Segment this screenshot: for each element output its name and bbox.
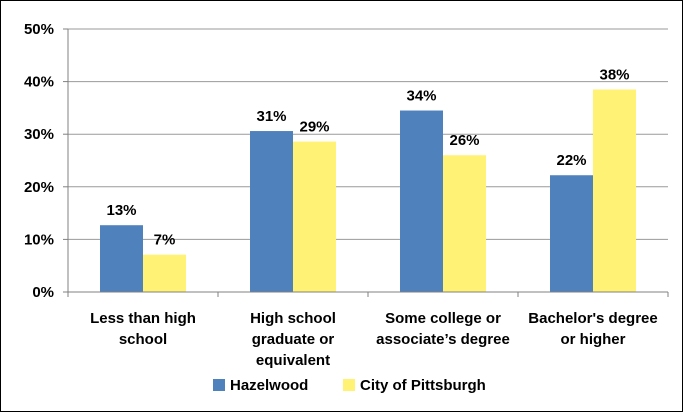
- data-labels: 13% 7% 31% 29% 34% 26% 22% 38%: [106, 66, 629, 248]
- category-label: associate’s degree: [376, 331, 510, 348]
- bar-city-of-pittsburgh: [293, 141, 336, 292]
- legend: Hazelwood City of Pittsburgh: [213, 377, 486, 394]
- y-tick-label: 0%: [32, 284, 54, 301]
- y-tick-label: 10%: [24, 231, 54, 248]
- bars: [100, 89, 636, 293]
- data-label: 38%: [599, 66, 629, 83]
- legend-swatch: [343, 379, 355, 391]
- bar-hazelwood: [550, 175, 593, 292]
- bar-hazelwood: [400, 110, 443, 292]
- category-label: or higher: [560, 331, 625, 348]
- y-tick-label: 40%: [24, 74, 54, 91]
- data-label: 34%: [406, 88, 436, 105]
- legend-label: Hazelwood: [230, 377, 308, 394]
- category-label: equivalent: [256, 352, 330, 369]
- bar-city-of-pittsburgh: [143, 254, 186, 292]
- category-label: graduate or: [252, 331, 335, 348]
- bar-hazelwood: [250, 131, 293, 292]
- data-label: 29%: [299, 119, 329, 136]
- bar-city-of-pittsburgh: [443, 155, 486, 292]
- category-label: school: [119, 331, 167, 348]
- data-label: 22%: [556, 152, 586, 169]
- category-label: Some college or: [385, 310, 501, 327]
- y-tick-label: 20%: [24, 179, 54, 196]
- y-tick-label: 30%: [24, 126, 54, 143]
- category-label: Less than high: [90, 310, 196, 327]
- category-labels: Less than high school High school graduate …: [90, 310, 658, 369]
- y-tick-label: 50%: [24, 21, 54, 38]
- category-label: Bachelor's degree: [528, 310, 657, 327]
- data-label: 26%: [449, 132, 479, 149]
- data-label: 13%: [106, 202, 136, 219]
- category-label: High school: [250, 310, 336, 327]
- data-label: 7%: [154, 232, 176, 249]
- legend-label: City of Pittsburgh: [360, 377, 486, 394]
- bar-city-of-pittsburgh: [593, 89, 636, 293]
- y-tick-labels: 0% 10% 20% 30% 40% 50%: [24, 21, 54, 301]
- legend-swatch: [213, 379, 225, 391]
- bar-hazelwood: [100, 225, 143, 292]
- axes: [63, 28, 669, 297]
- data-label: 31%: [256, 108, 286, 125]
